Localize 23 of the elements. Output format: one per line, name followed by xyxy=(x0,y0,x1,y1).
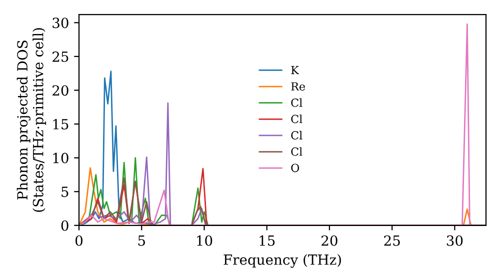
y-tick-label: 15 xyxy=(53,119,68,130)
x-tick-label: 30 xyxy=(446,235,463,246)
legend-label: Cl xyxy=(291,114,302,124)
x-tick-label: 15 xyxy=(260,235,275,246)
legend-label: K xyxy=(291,66,300,74)
legend-label: O xyxy=(291,164,300,172)
legend-label: Cl xyxy=(291,98,302,107)
legend-label: Re xyxy=(291,82,305,91)
y-axis-title: Phonon projected DOS (States/THz·primitive cell) xyxy=(16,28,46,212)
y-tick-label: 25 xyxy=(52,51,68,62)
y-tick-label: 20 xyxy=(52,85,68,96)
y-tick-label: 0 xyxy=(61,220,68,231)
x-tick-label: 25 xyxy=(384,235,400,246)
x-axis-title: Frequency (THz) xyxy=(224,254,341,268)
x-tick-label: 5 xyxy=(138,236,145,246)
legend-label: Cl xyxy=(291,147,302,156)
x-tick-label: 0 xyxy=(75,235,82,246)
y-tick-label: 10 xyxy=(53,152,68,164)
x-tick-label: 10 xyxy=(197,235,212,246)
y-tick-label: 30 xyxy=(52,18,68,28)
legend-label: Cl xyxy=(291,130,302,140)
y-tick-label: 5 xyxy=(62,186,68,198)
x-tick-label: 20 xyxy=(322,235,338,246)
